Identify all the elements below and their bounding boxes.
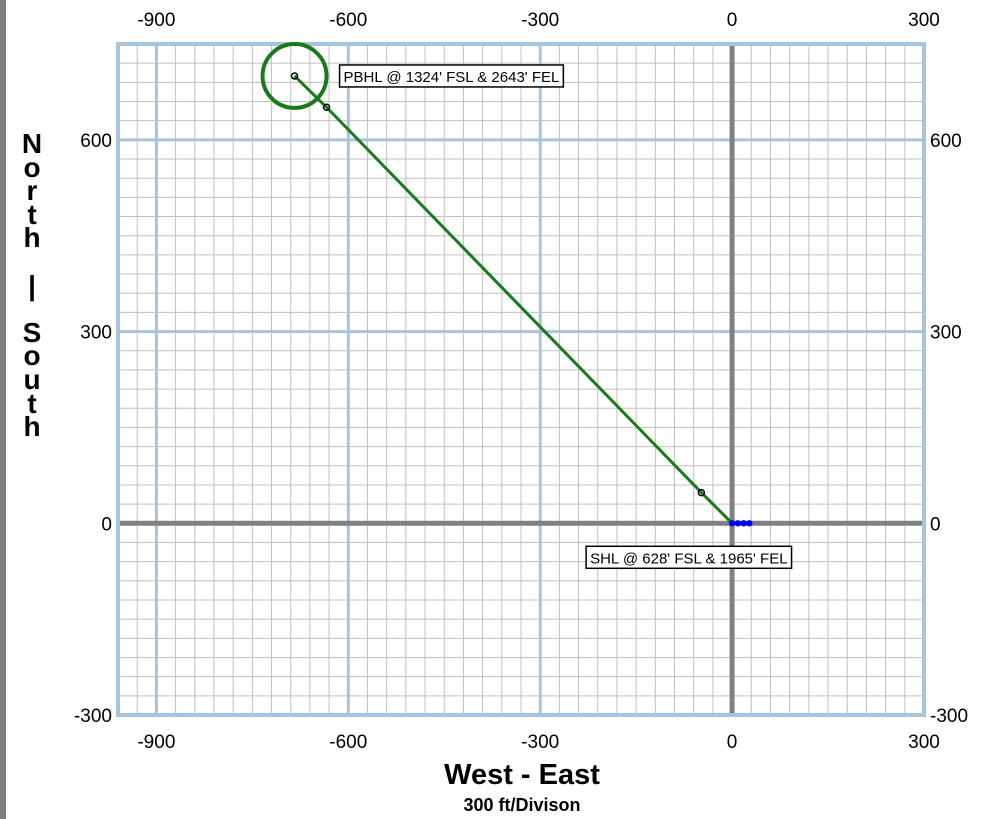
left-edge-bar — [0, 0, 6, 819]
y-axis-title-char: S — [22, 316, 42, 348]
y-tick-label-right: 0 — [930, 514, 941, 535]
y-axis-title-char: u — [23, 363, 41, 395]
y-tick-label-left: -300 — [74, 706, 112, 727]
survey-point — [322, 103, 331, 112]
y-axis-title-char: o — [23, 340, 41, 372]
surface-point — [746, 520, 753, 527]
x-tick-label-bottom: 300 — [908, 732, 940, 753]
x-axis-title: West - East — [444, 759, 600, 791]
y-axis-title-char: h — [23, 222, 41, 254]
x-axis-subtitle: 300 ft/Divison — [463, 795, 580, 815]
y-axis-title-char: h — [23, 411, 41, 443]
tick-labels: -900 -900 -600 -600 -300 -300 0 0 300 300 -300 -300… — [74, 10, 968, 753]
surface-point — [734, 520, 742, 527]
x-tick-label-bottom: -900 — [137, 732, 175, 753]
y-tick-label-right: 600 — [930, 131, 962, 152]
shl-label: SHL @ 628' FSL & 1965' FEL — [590, 550, 787, 567]
survey-point — [290, 72, 299, 80]
y-tick-label-left: 300 — [80, 323, 112, 344]
surface-point — [728, 520, 736, 527]
pbhl-label-box — [338, 64, 565, 88]
y-tick-label-left: 600 — [80, 131, 112, 152]
x-tick-label-top: 300 — [908, 10, 940, 31]
wellbore-line — [293, 74, 734, 525]
wellbore-path — [260, 41, 753, 527]
x-tick-label-bottom: -300 — [521, 732, 559, 753]
survey-point — [697, 488, 706, 497]
plot-frame — [116, 42, 926, 717]
x-tick-label-top: -600 — [329, 10, 367, 31]
pbhl-label: PBHL @ 1324' FSL & 2643' FEL — [344, 69, 560, 86]
y-axis-title-char: r — [26, 175, 38, 207]
shl-label-box — [585, 545, 793, 570]
surface-point — [740, 520, 747, 527]
target-circle — [260, 41, 329, 110]
y-tick-label-right: 300 — [930, 323, 962, 344]
y-axis-title-char: N — [21, 128, 43, 159]
y-axis-title-char: t — [27, 198, 37, 230]
x-tick-label-bottom: -600 — [329, 732, 367, 753]
y-axis-title-char: t — [27, 387, 37, 419]
x-tick-label-top: 0 — [727, 10, 738, 31]
x-tick-label-bottom: 0 — [727, 732, 738, 753]
zero-axes — [118, 44, 924, 715]
y-tick-label-left: 0 — [101, 514, 112, 535]
x-tick-label-top: -300 — [521, 10, 559, 31]
annotations: PBHL @ 1324' FSL & 2643' FEL SHL @ 628' F… — [338, 64, 793, 570]
x-tick-label-top: -900 — [137, 10, 175, 31]
y-axis-title-char: | — [28, 269, 36, 301]
y-tick-label-right: -300 — [930, 706, 968, 727]
y-axis-title-char: o — [23, 151, 41, 183]
minor-grid — [117, 43, 925, 716]
